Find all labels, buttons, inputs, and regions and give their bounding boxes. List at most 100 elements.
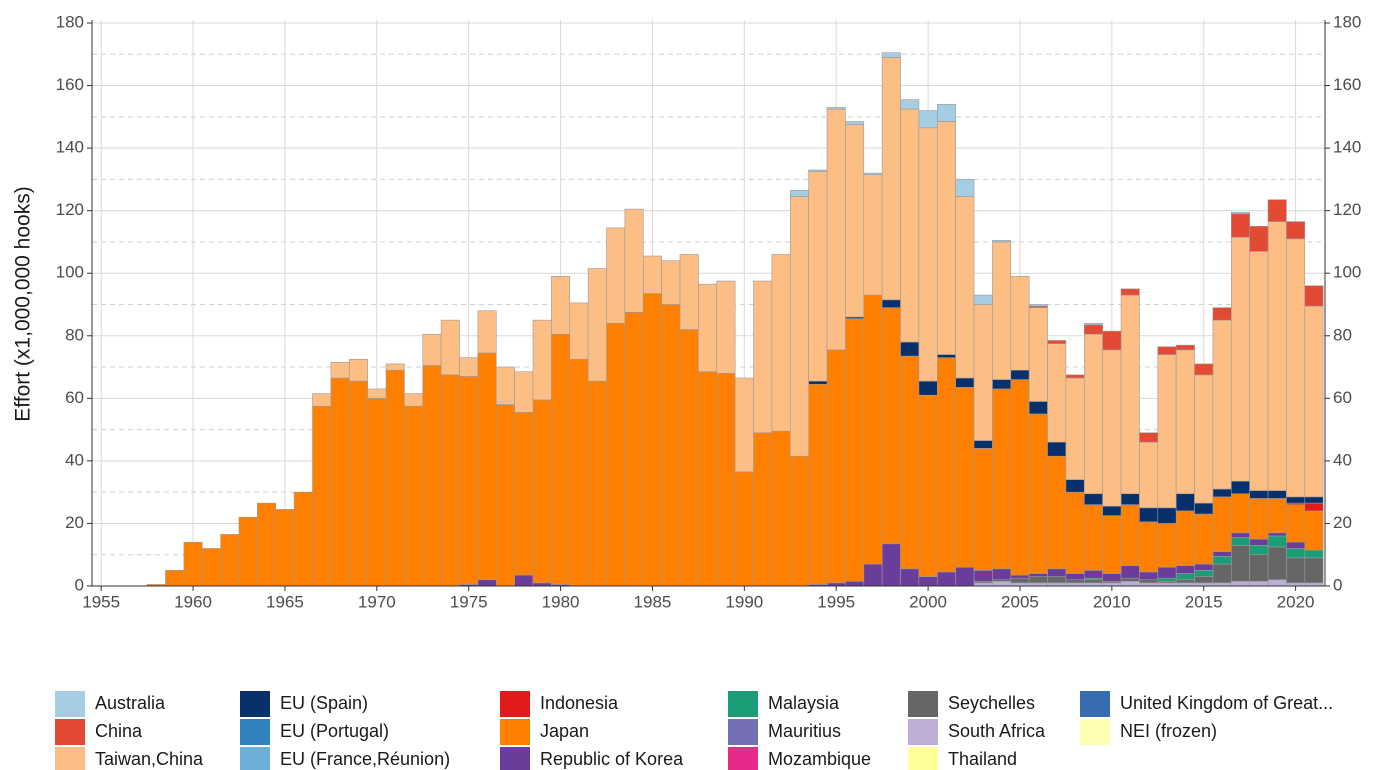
bar-segment	[348, 380, 368, 587]
bar-segment	[1175, 510, 1195, 566]
bar-segment	[1267, 221, 1287, 491]
bar-segment	[1157, 507, 1177, 524]
bar-segment	[881, 543, 901, 587]
x-tick-label: 1955	[82, 592, 120, 611]
bar-segment	[1065, 374, 1085, 379]
bar-segment	[477, 579, 497, 587]
bar-segment	[1230, 236, 1250, 482]
bar-segment	[753, 432, 773, 587]
bar-segment	[348, 358, 368, 382]
bar-segment	[1175, 344, 1195, 351]
bar-segment	[973, 570, 993, 582]
legend-label: Mauritius	[768, 721, 841, 741]
bar-segment	[1065, 377, 1085, 480]
bar-segment	[826, 108, 846, 351]
bar-segment	[1230, 213, 1250, 238]
y-tick-label: 0	[75, 575, 84, 594]
legend-swatch	[728, 747, 758, 770]
y-tick-label: 40	[65, 450, 84, 469]
bar-segment	[514, 412, 534, 576]
y-tick-label: 140	[56, 138, 84, 157]
bar-segment	[1230, 480, 1250, 495]
bar-segment	[1065, 491, 1085, 574]
bar-segment	[1267, 498, 1287, 534]
bar-segment	[900, 355, 920, 570]
bar-segment	[624, 312, 644, 587]
bar-segment	[624, 208, 644, 313]
legend-swatch	[240, 691, 270, 717]
bar-segment	[808, 383, 828, 585]
legend-swatch	[500, 719, 530, 745]
bar-segment	[569, 358, 589, 587]
legend-label: South Africa	[948, 721, 1046, 741]
bar-segment	[955, 377, 975, 388]
bar-segment	[1047, 568, 1067, 577]
bar-segment	[1194, 576, 1214, 584]
bar-segment	[1102, 573, 1122, 582]
bar-segment	[900, 341, 920, 357]
x-tick-label: 2010	[1093, 592, 1131, 611]
bar-segment	[918, 394, 938, 577]
bar-segment	[771, 254, 791, 432]
bar-segment	[459, 376, 479, 585]
bar-segment	[1267, 490, 1287, 499]
bar-segment	[1286, 221, 1306, 240]
bar-segment	[1120, 577, 1140, 582]
bar-segment	[734, 471, 754, 587]
bar-segment	[257, 502, 277, 587]
x-tick-label: 1960	[174, 592, 212, 611]
bar-segment	[330, 377, 350, 587]
bar-segment	[1028, 576, 1048, 584]
bar-segment	[1194, 363, 1214, 376]
x-tick-label: 2020	[1277, 592, 1315, 611]
x-tick-label: 2000	[909, 592, 947, 611]
bar-segment	[881, 52, 901, 58]
bar-segment	[1230, 493, 1250, 534]
bar-segment	[1157, 354, 1177, 509]
bar-segment	[955, 566, 975, 587]
x-tick-label: 1990	[725, 592, 763, 611]
bar-segment	[1304, 496, 1324, 504]
bar-segment	[1249, 490, 1269, 499]
bar-segment	[1010, 574, 1030, 579]
bar-segment	[1083, 493, 1103, 505]
bar-segment	[440, 319, 460, 376]
bar-segment	[1047, 576, 1067, 584]
x-tick-label: 1965	[266, 592, 304, 611]
bar-segment	[1120, 294, 1140, 495]
legend-label: Japan	[540, 721, 589, 741]
y-tick-label: 100	[56, 263, 84, 282]
x-tick-label: 1985	[634, 592, 672, 611]
legend-swatch	[728, 719, 758, 745]
legend-label: NEI (frozen)	[1120, 721, 1217, 741]
bar-segment	[422, 333, 442, 366]
bar-segment	[698, 283, 718, 373]
bar-segment	[1304, 305, 1324, 498]
bar-segment	[771, 430, 791, 587]
legend-swatch	[55, 719, 85, 745]
bar-segment	[1139, 579, 1159, 584]
y-tick-label: 120	[56, 200, 84, 219]
bar-segment	[477, 352, 497, 581]
y2-tick-label: 140	[1333, 138, 1361, 157]
bar-segment	[1249, 498, 1269, 540]
bar-segment	[385, 363, 405, 371]
bar-segment	[973, 448, 993, 571]
bar-segment	[900, 108, 920, 343]
bar-segment	[1157, 346, 1177, 355]
legend-swatch	[728, 691, 758, 717]
legend-label: EU (Spain)	[280, 693, 368, 713]
bar-segment	[1065, 579, 1085, 584]
bar-segment	[918, 127, 938, 382]
bar-segment	[808, 171, 828, 382]
bar-segment	[1267, 535, 1287, 548]
bar-segment	[1212, 307, 1232, 321]
bar-segment	[992, 379, 1012, 390]
bar-segment	[1212, 488, 1232, 498]
bar-segment	[165, 570, 185, 587]
bar-segment	[367, 398, 387, 587]
bar-segment	[1120, 493, 1140, 505]
bar-segment	[918, 110, 938, 129]
bar-segment	[936, 354, 956, 358]
legend-label: Indonesia	[540, 693, 619, 713]
